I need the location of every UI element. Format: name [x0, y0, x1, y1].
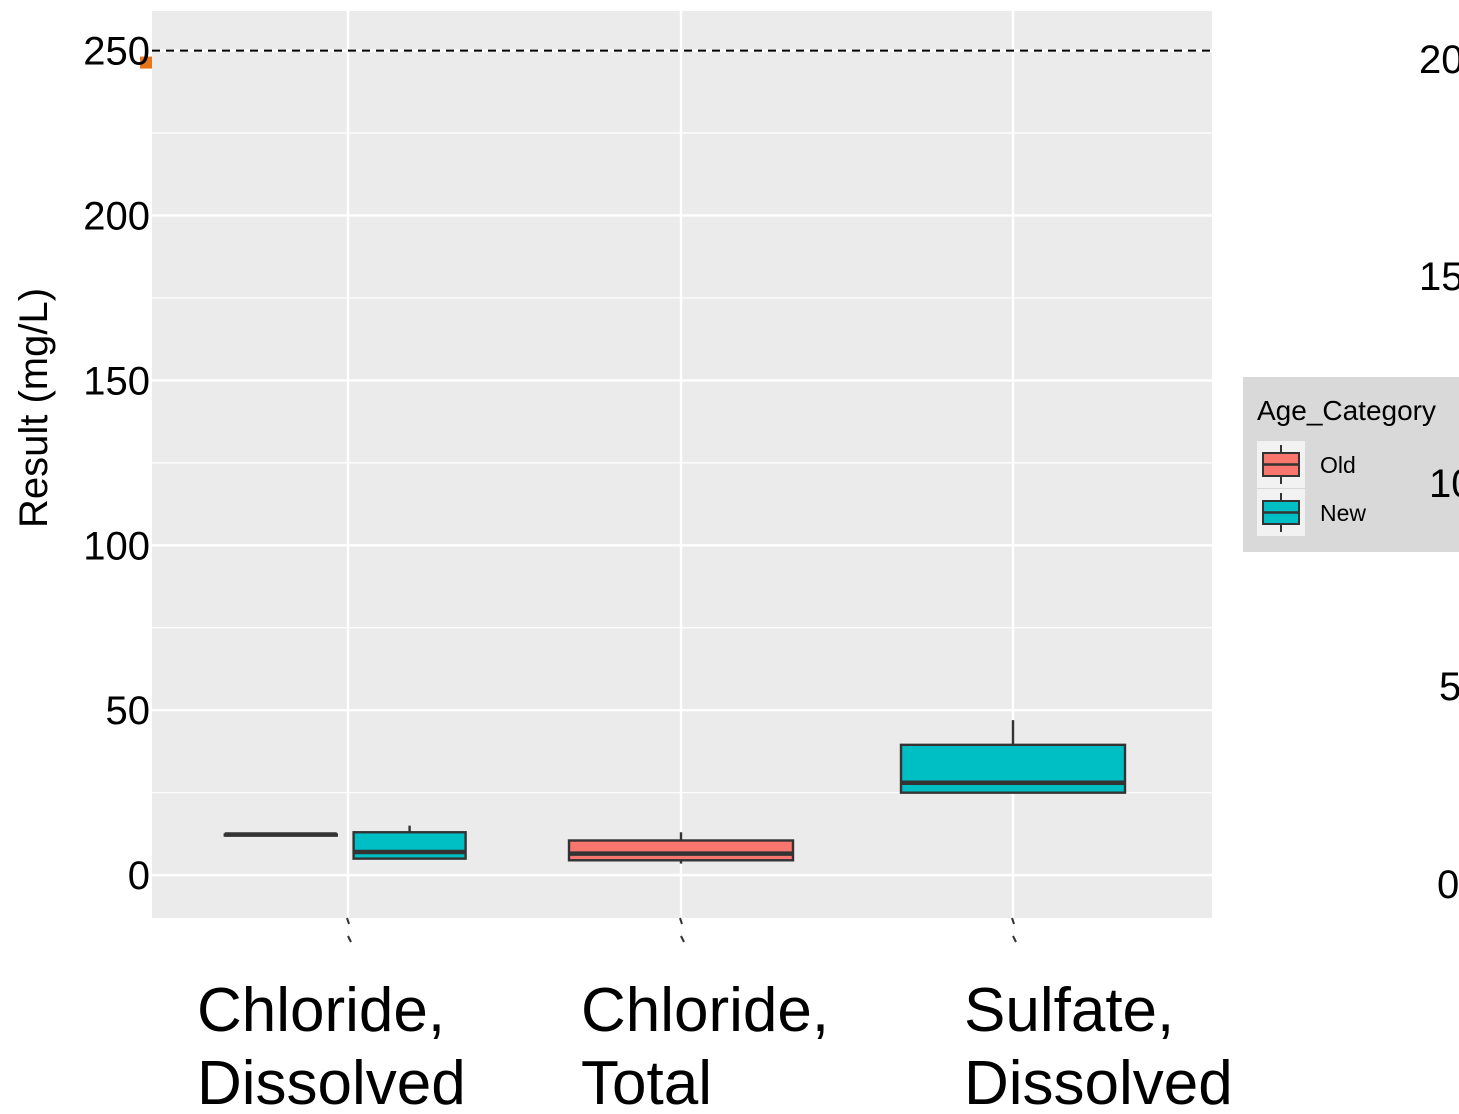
y-tick-label: 200: [83, 194, 150, 238]
x-tick-label-line: Sulfate,: [964, 976, 1174, 1045]
y-tick-label: 50: [106, 689, 151, 733]
boxplot: [567, 832, 795, 864]
x-tick-label-line: Dissolved: [197, 1049, 466, 1114]
legend-title: Age_Category: [1257, 395, 1436, 426]
box-body: [567, 839, 795, 862]
legend-label: New: [1320, 500, 1366, 526]
clipped-axis-tick-label: 15: [1419, 255, 1459, 299]
x-tick-label: Chloride, Dissolved: [197, 976, 466, 1114]
x-tick-label-line: Dissolved: [964, 1049, 1233, 1114]
reference-marker: [140, 56, 152, 69]
y-axis-title: Result (mg/L): [12, 288, 56, 528]
box-body: [352, 831, 467, 860]
legend-label: Old: [1320, 452, 1356, 478]
x-tick-mark: [1011, 917, 1015, 925]
boxplot: [223, 832, 339, 837]
x-tick-mark: [346, 917, 350, 925]
y-tick-label: 0: [128, 854, 150, 898]
x-tick-mark: [680, 935, 685, 943]
x-tick-label-line: Chloride,: [581, 976, 829, 1045]
boxplot: [352, 825, 467, 860]
legend: Age_Category Old New: [1243, 377, 1459, 552]
clipped-second-axis: 20 15 10 5 0: [1419, 38, 1459, 907]
x-tick-label: Sulfate, Dissolved: [964, 976, 1233, 1114]
x-tick-mark: [1012, 935, 1017, 943]
boxplots: [223, 720, 1127, 864]
x-tick-label-line: Chloride,: [197, 976, 445, 1045]
y-tick-label: 100: [83, 524, 150, 568]
x-tick-label: Chloride, Total: [581, 976, 829, 1114]
clipped-axis-tick-label: 20: [1419, 38, 1459, 82]
y-tick-label: 250: [83, 30, 150, 74]
legend-item: New: [1257, 489, 1366, 536]
clipped-axis-tick-label: 5: [1439, 665, 1459, 709]
clipped-axis-tick-label: 0: [1437, 863, 1459, 907]
y-tick-label: 150: [83, 359, 150, 403]
box-body: [899, 743, 1127, 794]
reference-line-layer: [140, 49, 1212, 69]
boxplot: [899, 720, 1127, 794]
legend-item: Old: [1257, 441, 1356, 488]
clipped-axis-tick-label: 10: [1429, 462, 1459, 506]
x-tick-mark: [679, 917, 683, 925]
x-tick-label-line: Total: [581, 1049, 712, 1114]
x-tick-mark: [347, 935, 352, 943]
